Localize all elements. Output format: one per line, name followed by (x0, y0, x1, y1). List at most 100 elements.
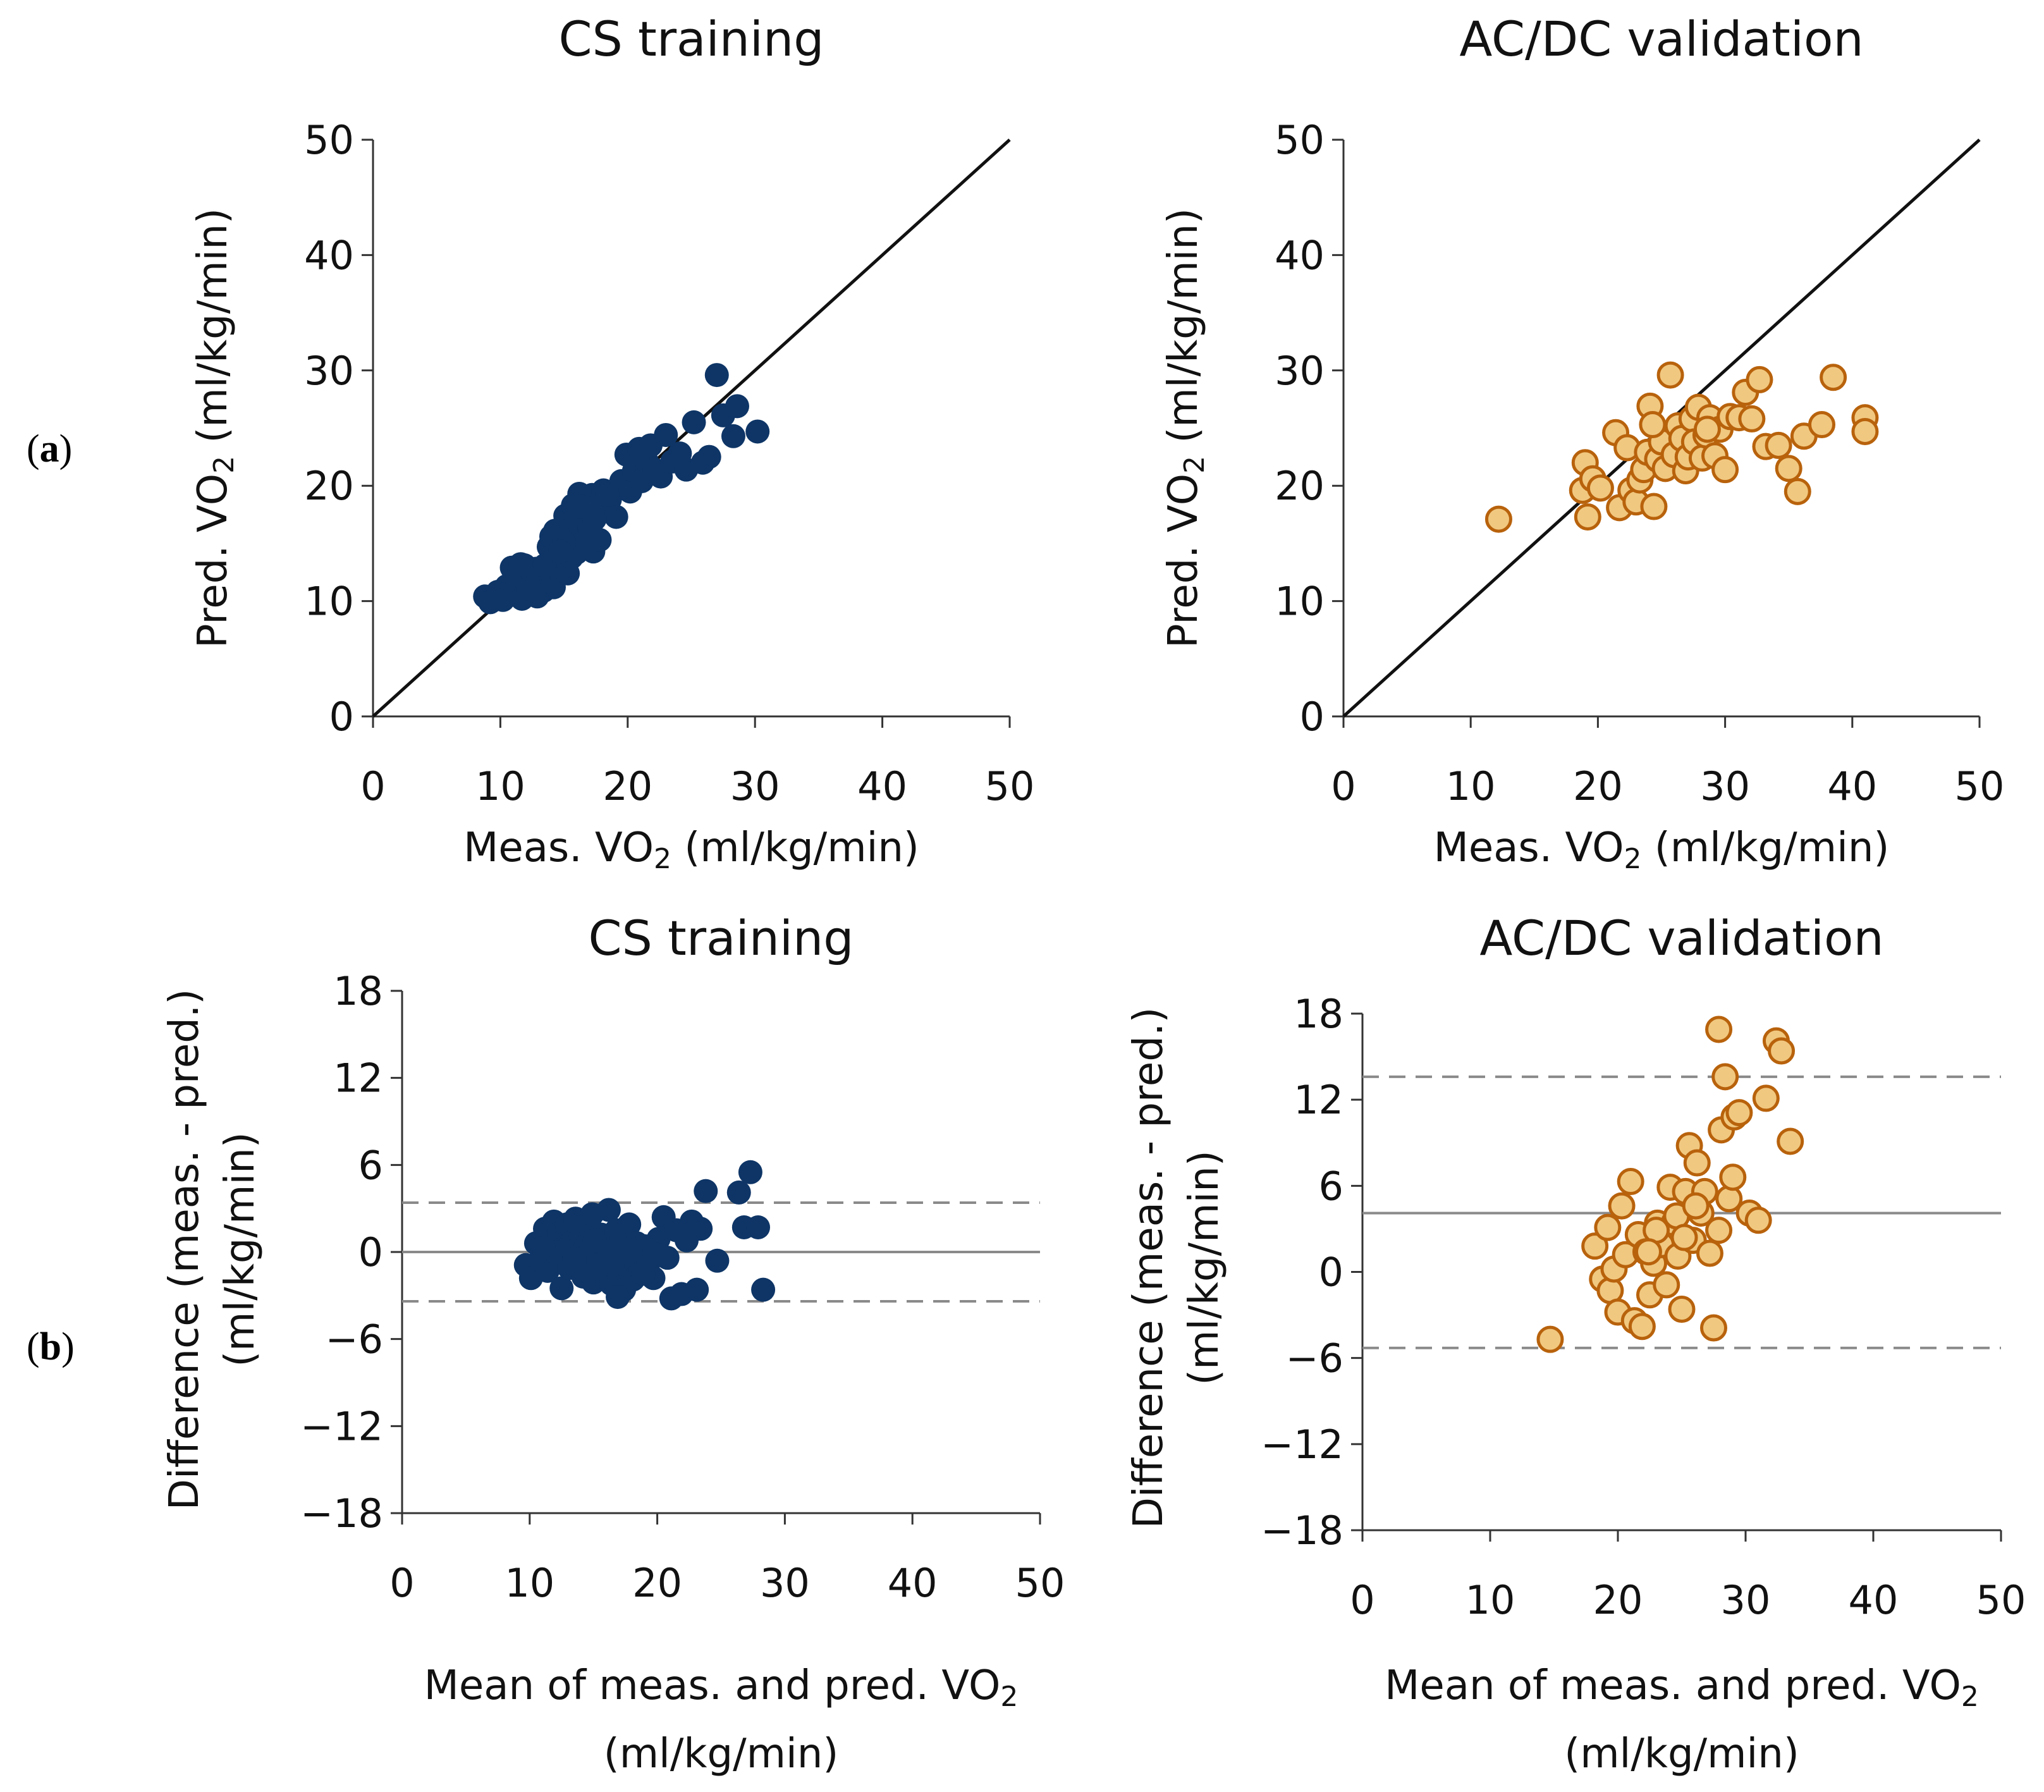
y-tick-label: 6 (358, 1142, 383, 1188)
y-axis-label: Pred. VO2 (ml/kg/min) (190, 208, 240, 648)
chart-b-acdc-validation: AC/DC validation 0 10 20 30 40 50 −18 −12 −6 0 6 12 1… (1125, 910, 2026, 1777)
y-axis-label-line: Difference (meas. - pred.) (161, 989, 208, 1511)
data-point (1696, 1239, 1723, 1267)
data-point (745, 419, 770, 444)
data-point (1784, 477, 1811, 505)
data-point (1752, 1084, 1780, 1112)
x-tick-label: 40 (1849, 1577, 1899, 1623)
data-point (725, 394, 750, 419)
x-tick-label: 20 (632, 1560, 682, 1606)
data-point (1700, 1314, 1727, 1342)
x-tick-label: 0 (1350, 1577, 1374, 1623)
panel-label-b: (b) (27, 1325, 75, 1368)
x-axis-label: Meas. VO2 (ml/kg/min) (463, 825, 919, 875)
data-point (1711, 456, 1739, 484)
y-tick-label: 6 (1319, 1163, 1343, 1209)
data-point (1634, 1238, 1662, 1266)
data-point (1725, 1099, 1753, 1127)
y-tick-label: 20 (304, 463, 354, 509)
y-tick-label: 0 (1300, 694, 1325, 740)
data-point (697, 445, 721, 469)
x-tick-label: 50 (985, 763, 1035, 809)
y-tick-label: 0 (329, 694, 354, 740)
data-point (1777, 1127, 1804, 1155)
y-tick-label: 20 (1275, 463, 1325, 509)
x-tick-label: 30 (1721, 1577, 1771, 1623)
x-tick-label: 40 (857, 763, 907, 809)
x-axis-label-line: Mean of meas. and pred. VO2 (1385, 1662, 1979, 1713)
x-axis-label-line: Mean of meas. and pred. VO2 (424, 1662, 1019, 1713)
chart-a-acdc-validation: AC/DC validation 0 10 20 30 40 50 0 10 20 30 40 50 Me… (1160, 11, 2004, 875)
x-tick-label: 50 (1015, 1560, 1065, 1606)
data-point (682, 410, 706, 434)
x-tick-label: 10 (1466, 1577, 1515, 1623)
y-tick-label: 40 (1275, 232, 1325, 278)
data-point (738, 1160, 762, 1184)
y-tick-label: 0 (1319, 1249, 1343, 1296)
x-axis-label: Meas. VO2 (ml/kg/min) (1434, 825, 1890, 875)
data-point (726, 1180, 751, 1205)
x-tick-label: 10 (1446, 763, 1496, 809)
x-axis-label-line: (ml/kg/min) (604, 1731, 839, 1777)
y-tick-label: −12 (1261, 1421, 1343, 1468)
data-point (1670, 1224, 1698, 1251)
y-tick-label: 18 (1294, 991, 1343, 1037)
y-tick-label: −12 (300, 1403, 383, 1449)
y-tick-label: 12 (1294, 1077, 1343, 1123)
data-point (548, 539, 573, 564)
data-point (604, 505, 628, 529)
data-point (1820, 364, 1847, 391)
data-point (1768, 1037, 1796, 1065)
data-point (1639, 411, 1667, 439)
data-point (595, 482, 620, 507)
data-point (654, 422, 678, 447)
y-axis-label-line: Difference (meas. - pred.) (1125, 1007, 1172, 1529)
data-point (631, 1261, 656, 1286)
y-tick-label: −6 (326, 1316, 383, 1363)
y-axis-label-line: (ml/kg/min) (1181, 1150, 1228, 1385)
x-tick-label: 30 (760, 1560, 810, 1606)
data-point (580, 1202, 604, 1227)
y-tick-label: 18 (333, 968, 383, 1014)
data-point (721, 424, 745, 448)
panel-label-a: (a) (27, 427, 72, 470)
x-tick-label: 50 (1976, 1577, 2026, 1623)
x-tick-label: 20 (1593, 1577, 1643, 1623)
y-tick-label: 0 (358, 1229, 383, 1275)
x-tick-label: 30 (1700, 763, 1750, 809)
x-tick-label: 20 (603, 763, 652, 809)
data-point (1574, 503, 1601, 531)
chart-a-cs-training: CS training 0 10 20 30 40 50 0 10 20 30 40 50 Meas. V… (190, 11, 1034, 875)
data-point (1711, 1063, 1739, 1091)
y-tick-label: 40 (304, 232, 354, 278)
data-point (1682, 1192, 1710, 1220)
data-point (1581, 1232, 1609, 1260)
data-point (617, 1212, 642, 1237)
data-point (1668, 1296, 1696, 1323)
y-tick-label: 12 (333, 1055, 383, 1102)
data-point (1586, 474, 1614, 502)
data-point (1628, 1313, 1656, 1341)
data-point (1683, 1149, 1711, 1177)
data-point (1746, 365, 1773, 393)
y-tick-label: 10 (304, 579, 354, 625)
data-point (582, 1228, 607, 1253)
y-tick-label: −18 (300, 1490, 383, 1537)
y-axis-label: Pred. VO2 (ml/kg/min) (1160, 208, 1211, 648)
x-axis-label-line: (ml/kg/min) (1564, 1731, 1799, 1777)
data-point (1608, 1192, 1636, 1220)
y-tick-label: 50 (304, 117, 354, 163)
data-point (746, 1215, 771, 1239)
data-point (618, 1238, 643, 1263)
data-point (587, 527, 612, 552)
chart-title: AC/DC validation (1479, 910, 1883, 966)
data-point (491, 587, 515, 612)
x-tick-label: 20 (1573, 763, 1623, 809)
x-tick-label: 40 (888, 1560, 938, 1606)
data-point (705, 1248, 730, 1273)
data-point (600, 1253, 625, 1277)
chart-title: AC/DC validation (1459, 11, 1863, 67)
y-tick-label: −18 (1261, 1507, 1343, 1554)
data-point (531, 1236, 556, 1260)
data-point (1640, 493, 1668, 520)
